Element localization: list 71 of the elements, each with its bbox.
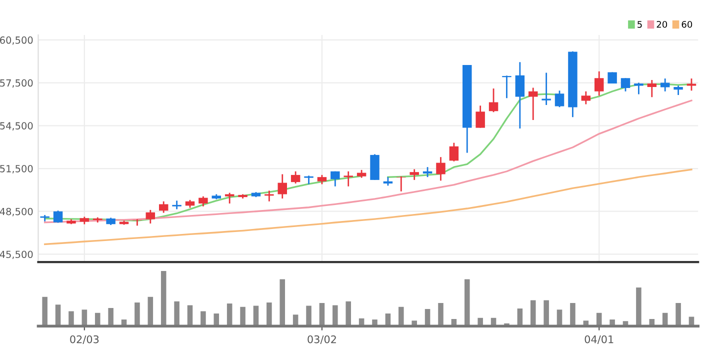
candlestick — [449, 142, 459, 162]
bar — [253, 306, 259, 326]
bar — [280, 279, 286, 326]
y-tick-label: 54,500 — [0, 122, 33, 130]
y-tick-label: 57,500 — [0, 79, 33, 88]
bar — [94, 312, 100, 326]
legend-label: 5 — [638, 21, 642, 28]
candlestick — [396, 176, 406, 192]
x-tick-label: 04/01 — [584, 335, 614, 344]
x-tick-label: 02/03 — [70, 335, 99, 344]
candlestick — [594, 70, 604, 96]
candlestick — [686, 78, 696, 92]
bar — [55, 304, 61, 326]
y-tick-label: 60,500 — [0, 36, 33, 45]
bar — [398, 306, 404, 326]
candlestick — [488, 88, 498, 113]
bar — [42, 296, 48, 326]
bar — [148, 296, 154, 326]
bar — [346, 301, 352, 326]
legend-label: 60 — [682, 20, 692, 28]
candlestick — [554, 90, 564, 108]
bar — [160, 271, 166, 326]
y-tick-label: 48,500 — [0, 208, 33, 216]
line-series — [44, 168, 692, 246]
candlestick — [344, 170, 353, 188]
candlestick — [53, 210, 63, 224]
candlestick — [158, 200, 168, 214]
bar — [200, 311, 206, 326]
candlestick — [224, 192, 234, 204]
y-tick-label: 45,500 — [0, 250, 33, 260]
candlestick — [278, 174, 287, 200]
bar — [174, 301, 180, 326]
bar — [306, 306, 312, 326]
candlestick — [264, 190, 274, 202]
bar — [570, 302, 576, 326]
bar — [108, 308, 114, 326]
candlestick — [620, 77, 630, 92]
bar — [226, 304, 232, 326]
bar — [332, 305, 338, 326]
candlestick — [198, 196, 208, 208]
candlestick — [542, 72, 551, 106]
candlestick — [290, 170, 300, 184]
bar — [266, 302, 272, 326]
bar — [319, 302, 325, 326]
bar — [187, 305, 193, 326]
bar — [530, 300, 536, 326]
candlestick — [410, 168, 419, 181]
bar — [676, 302, 681, 326]
candlestick — [476, 104, 485, 128]
candlestick — [674, 84, 683, 96]
x-tick-label: 03/02 — [308, 335, 336, 344]
bar — [68, 311, 74, 326]
legend-label: 20 — [656, 20, 668, 28]
candlestick — [634, 82, 644, 95]
candlestick — [436, 156, 446, 182]
candlestick — [422, 166, 432, 178]
candlestick — [317, 174, 327, 185]
candlestick — [528, 87, 538, 121]
candlestick — [515, 61, 525, 130]
bar — [134, 302, 140, 326]
bar — [544, 300, 549, 326]
bar — [240, 306, 246, 326]
candlestick — [581, 90, 591, 105]
y-tick-label: 51,500 — [0, 164, 33, 174]
candlestick — [502, 74, 512, 99]
bar — [438, 302, 444, 326]
candlestick — [330, 170, 340, 188]
candlestick — [146, 209, 156, 224]
bar — [464, 279, 470, 326]
candlestick — [647, 79, 657, 98]
bar — [636, 288, 642, 326]
